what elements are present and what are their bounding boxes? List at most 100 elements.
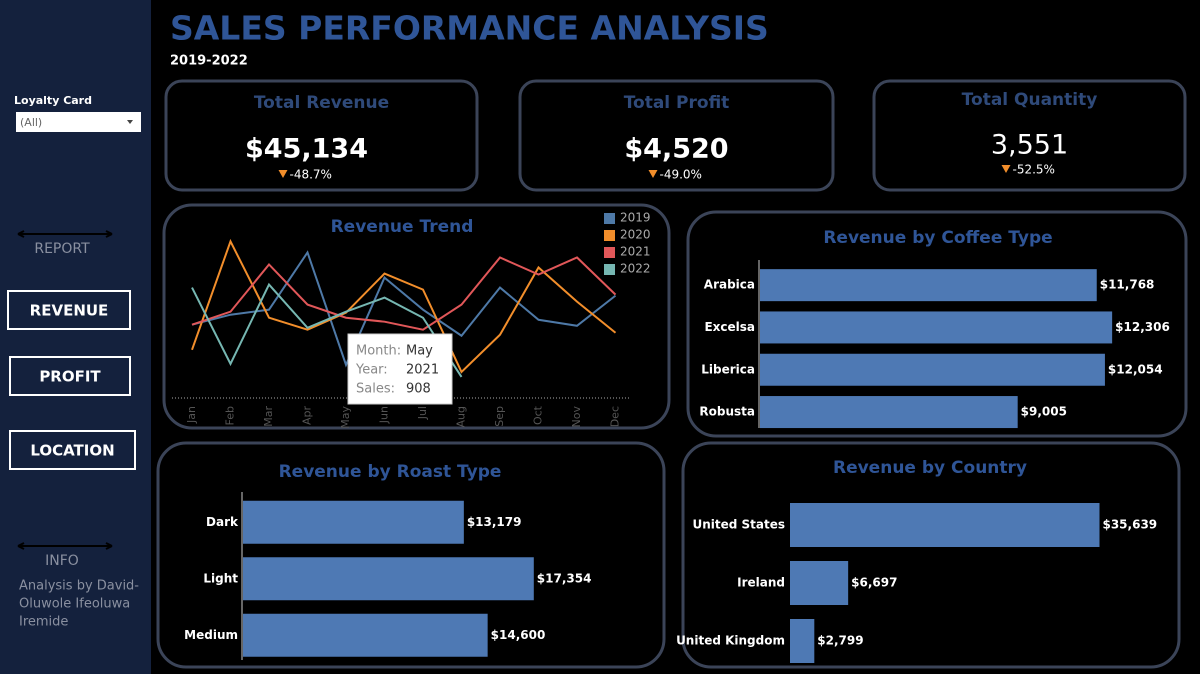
nav-button-label[interactable]: PROFIT	[39, 368, 101, 386]
nav-button-label[interactable]: LOCATION	[30, 442, 114, 460]
kpi-change: -49.0%	[660, 168, 702, 182]
nav-button[interactable]	[9, 430, 136, 470]
line-series	[191, 238, 617, 374]
category-label: Excelsa	[704, 320, 755, 334]
kpi-label: Total Profit	[624, 93, 730, 113]
chart-title: Revenue by Coffee Type	[823, 228, 1052, 248]
tooltip-key: Month:	[356, 344, 401, 359]
bar	[243, 557, 534, 601]
legend-label: 2019	[620, 211, 651, 225]
nav-button-label[interactable]: REVENUE	[30, 302, 109, 320]
credit-line: Oluwole Ifeoluwa	[19, 597, 130, 612]
bar	[760, 396, 1018, 429]
tooltip-box	[347, 333, 453, 405]
kpi-card	[518, 79, 835, 192]
category-label: Medium	[184, 628, 238, 642]
x-tick-label: Jun	[378, 406, 391, 424]
bar	[243, 500, 464, 544]
x-tick-label: Jul	[416, 406, 429, 420]
down-triangle	[1001, 165, 1011, 173]
filter-dropdown[interactable]: (All)	[16, 112, 141, 132]
tooltip-value: May	[406, 344, 433, 359]
value-label: $13,179	[467, 515, 522, 529]
x-tick-label: Mar	[262, 406, 275, 427]
kpi-value: 3,551	[991, 130, 1068, 161]
value-label: $2,799	[817, 634, 863, 648]
value-label: $14,600	[491, 628, 546, 642]
tooltip-value: 908	[406, 382, 431, 397]
category-label: Liberica	[701, 362, 755, 376]
kpi-value: $45,134	[245, 134, 368, 165]
line-series	[191, 282, 463, 378]
kpi-label: Total Quantity	[962, 90, 1098, 110]
chart-title: Revenue by Roast Type	[279, 462, 502, 482]
kpi-change: -48.7%	[290, 168, 332, 182]
credit-line: Analysis by David-	[19, 579, 139, 594]
value-label: $6,697	[851, 576, 897, 590]
tooltip-key: Year:	[355, 363, 388, 378]
bar	[760, 353, 1105, 386]
x-tick-label: Aug	[455, 406, 468, 427]
bar	[760, 269, 1097, 302]
report-arrow	[17, 230, 113, 238]
category-label: United States	[692, 518, 785, 532]
dropdown-box[interactable]	[16, 112, 141, 132]
down-triangle	[278, 170, 288, 178]
tooltip-value: 2021	[406, 363, 439, 378]
kpi-change: -52.5%	[1013, 163, 1055, 177]
legend-swatch	[604, 230, 615, 241]
info-label: INFO	[45, 553, 79, 569]
category-label: Robusta	[699, 405, 755, 419]
bar	[243, 613, 488, 657]
legend-label: 2022	[620, 262, 651, 276]
chart-title: Revenue by Country	[833, 458, 1027, 478]
title: SALES PERFORMANCE ANALYSIS	[170, 9, 769, 48]
category-label: Ireland	[737, 576, 785, 590]
kpi-card	[872, 79, 1187, 192]
x-tick-label: May	[339, 406, 352, 429]
tooltip-key: Sales:	[356, 382, 395, 397]
value-label: $35,639	[1102, 518, 1157, 532]
info-arrow	[17, 542, 113, 550]
kpi-value: $4,520	[624, 134, 728, 165]
bar	[790, 619, 815, 663]
value-label: $17,354	[537, 571, 592, 585]
bar	[790, 503, 1100, 547]
category-label: United Kingdom	[676, 634, 785, 648]
legend-swatch	[604, 247, 615, 258]
category-label: Arabica	[704, 278, 755, 292]
legend-swatch	[604, 213, 615, 224]
bar	[790, 561, 849, 605]
category-label: Dark	[206, 515, 239, 529]
legend-label: 2021	[620, 245, 651, 259]
nav-button[interactable]	[9, 356, 131, 396]
x-tick-label: Sep	[493, 406, 506, 427]
dropdown-value[interactable]: (All)	[20, 116, 42, 129]
dropdown-arrow[interactable]	[127, 120, 133, 124]
nav-button[interactable]	[7, 290, 131, 330]
legend-swatch	[604, 264, 615, 275]
x-tick-label: Nov	[570, 406, 583, 428]
x-tick-label: Apr	[301, 406, 314, 426]
chart-panel	[162, 203, 671, 430]
chart-panel	[681, 441, 1181, 669]
chart-title: Revenue Trend	[331, 217, 474, 237]
line-series	[191, 256, 617, 331]
x-tick-label: Feb	[224, 406, 237, 425]
bar	[760, 311, 1113, 344]
kpi-card	[164, 79, 479, 192]
kpi-label: Total Revenue	[254, 93, 389, 113]
filter-label: Loyalty Card	[14, 94, 92, 107]
tooltip: Month: May Year: 2021 Sales: 908	[347, 333, 453, 405]
report-label: REPORT	[34, 241, 90, 257]
legend-label: 2020	[620, 228, 651, 242]
x-tick-label: Oct	[532, 405, 545, 425]
value-label: $12,306	[1115, 320, 1170, 334]
x-tick-label: Dec	[609, 406, 622, 427]
down-triangle	[648, 170, 658, 178]
value-label: $11,768	[1100, 278, 1155, 292]
subtitle: 2019-2022	[170, 54, 248, 69]
category-label: Light	[203, 571, 238, 585]
chart-panel	[156, 441, 666, 669]
